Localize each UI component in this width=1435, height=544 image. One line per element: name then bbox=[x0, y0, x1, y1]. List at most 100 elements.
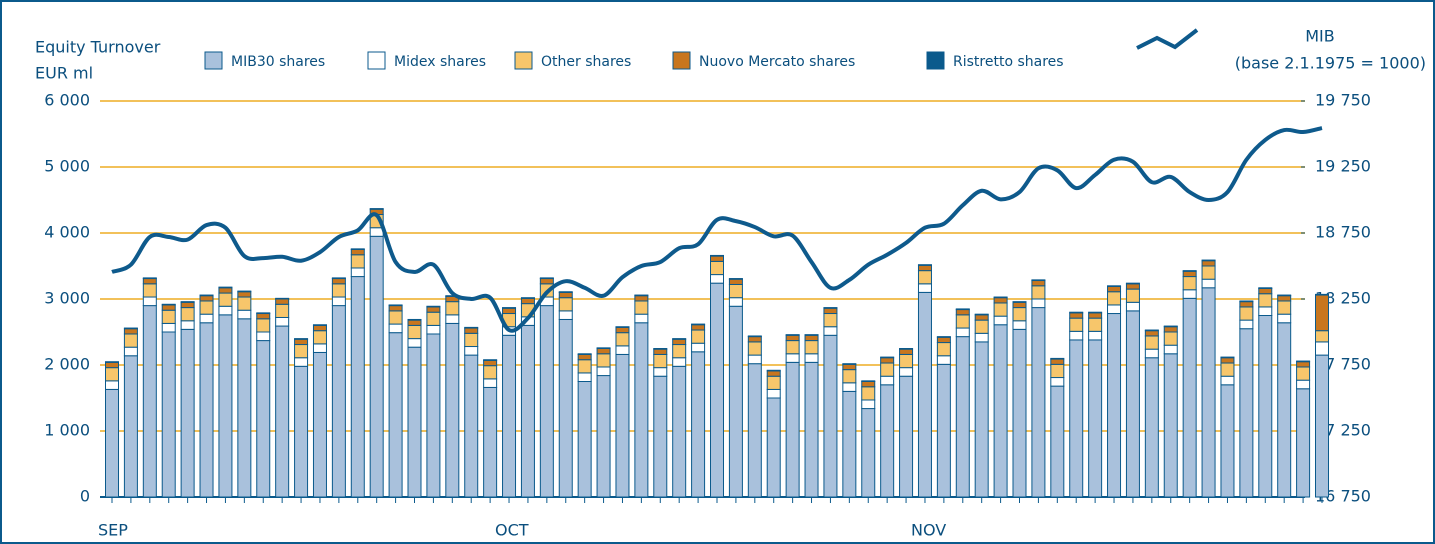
bar-segment bbox=[577, 353, 592, 355]
bar-segment bbox=[955, 336, 970, 498]
bar-segment bbox=[653, 375, 668, 498]
bar-segment bbox=[1277, 313, 1292, 324]
bar-segment bbox=[1069, 339, 1084, 498]
y-tick-label: 3 000 bbox=[44, 289, 90, 308]
bar-segment bbox=[123, 355, 138, 498]
x-tick-label: NOV bbox=[911, 521, 946, 540]
bar-segment bbox=[653, 348, 668, 350]
bar-segment bbox=[747, 341, 762, 356]
bar-segment bbox=[464, 332, 479, 348]
bar-segment bbox=[237, 296, 252, 311]
bar-segment bbox=[407, 319, 422, 326]
bar-segment bbox=[1088, 311, 1103, 314]
bar-segment bbox=[1163, 326, 1178, 333]
bar-segment bbox=[1144, 348, 1159, 359]
bar-segment bbox=[1239, 306, 1254, 321]
bar-segment bbox=[1012, 301, 1027, 303]
bar-segment bbox=[312, 343, 327, 353]
bar-segment bbox=[917, 283, 932, 293]
bar-segment bbox=[917, 291, 932, 498]
bar-segment bbox=[804, 334, 819, 336]
bar-segment bbox=[426, 305, 441, 308]
bar-segment bbox=[369, 208, 384, 210]
bar-segment bbox=[1069, 311, 1084, 314]
bar-segment bbox=[785, 353, 800, 363]
bar-segment bbox=[615, 345, 630, 355]
bar-segment bbox=[199, 322, 214, 498]
bar-segment bbox=[199, 300, 214, 315]
bar-segment bbox=[936, 355, 951, 365]
bar-segment bbox=[294, 338, 309, 340]
bar-segment bbox=[1296, 366, 1311, 381]
bar-segment bbox=[1050, 363, 1065, 379]
bar-segment bbox=[936, 336, 951, 338]
bar-segment bbox=[1088, 339, 1103, 498]
bar-segment bbox=[520, 297, 535, 305]
bar-segment bbox=[1069, 330, 1084, 341]
bar-segment bbox=[388, 304, 403, 307]
bar-segment bbox=[577, 381, 592, 498]
bar-segment bbox=[1088, 317, 1103, 332]
bar-segment bbox=[1258, 287, 1273, 295]
bar-segment bbox=[218, 305, 233, 316]
bar-segment bbox=[1315, 293, 1329, 296]
bar-segment bbox=[710, 282, 724, 498]
bar-segment bbox=[672, 338, 687, 340]
bar-segment bbox=[785, 334, 800, 336]
bar-segment bbox=[766, 370, 781, 377]
bar-segment bbox=[899, 348, 914, 355]
bar-segment bbox=[1277, 300, 1292, 315]
bar-segment bbox=[1220, 384, 1235, 498]
bar-segment bbox=[161, 303, 176, 306]
bar-segment bbox=[256, 340, 271, 498]
bar-segment bbox=[1144, 335, 1159, 350]
bar-segment bbox=[180, 307, 195, 322]
bar-segment bbox=[861, 381, 876, 388]
bar-segment bbox=[634, 295, 649, 302]
bar-segment bbox=[842, 390, 857, 498]
bar-segment bbox=[747, 335, 762, 338]
legend-label: MIB30 shares bbox=[231, 54, 325, 70]
bar-segment bbox=[464, 327, 479, 334]
bar-segment bbox=[880, 375, 895, 386]
bar-segment bbox=[237, 291, 252, 298]
bar-segment bbox=[199, 295, 214, 302]
bar-segment bbox=[1239, 319, 1254, 330]
y-tick-label: 4 000 bbox=[44, 223, 90, 242]
bar-segment bbox=[294, 344, 309, 359]
bar-segment bbox=[917, 264, 932, 272]
bar-segment bbox=[558, 291, 573, 299]
bar-segment bbox=[955, 309, 970, 316]
bar-segment bbox=[653, 348, 668, 355]
bar-segment bbox=[1258, 315, 1273, 498]
x-tick-label: SEP bbox=[98, 521, 128, 540]
bar-segment bbox=[483, 386, 498, 498]
bar-segment bbox=[105, 380, 119, 390]
bar-segment bbox=[483, 378, 498, 388]
bar-segment bbox=[596, 348, 611, 355]
bar-segment bbox=[1182, 270, 1197, 272]
bar-segment bbox=[1315, 341, 1329, 356]
bar-segment bbox=[577, 353, 592, 361]
bar-segment bbox=[1163, 353, 1178, 498]
bar-segment bbox=[1239, 301, 1254, 308]
bar-segment bbox=[823, 326, 838, 336]
bar-segment bbox=[899, 375, 914, 498]
bar-segment bbox=[1069, 317, 1084, 332]
bar-segment bbox=[426, 324, 441, 335]
bar-segment bbox=[747, 354, 762, 365]
bar-segment bbox=[1031, 298, 1046, 309]
bar-segment bbox=[407, 318, 422, 321]
bar-segment bbox=[256, 331, 271, 342]
bar-segment bbox=[1163, 331, 1178, 346]
bar-segment bbox=[1031, 280, 1046, 287]
bar-segment bbox=[1144, 357, 1159, 498]
bar-segment bbox=[842, 363, 857, 371]
bar-segment bbox=[728, 278, 743, 285]
y-tick-label: 6 000 bbox=[44, 91, 90, 110]
bar-segment bbox=[880, 357, 895, 364]
bar-segment bbox=[1144, 329, 1159, 332]
bar-segment bbox=[1182, 297, 1197, 498]
bar-segment bbox=[672, 344, 687, 359]
bar-segment bbox=[312, 330, 327, 345]
